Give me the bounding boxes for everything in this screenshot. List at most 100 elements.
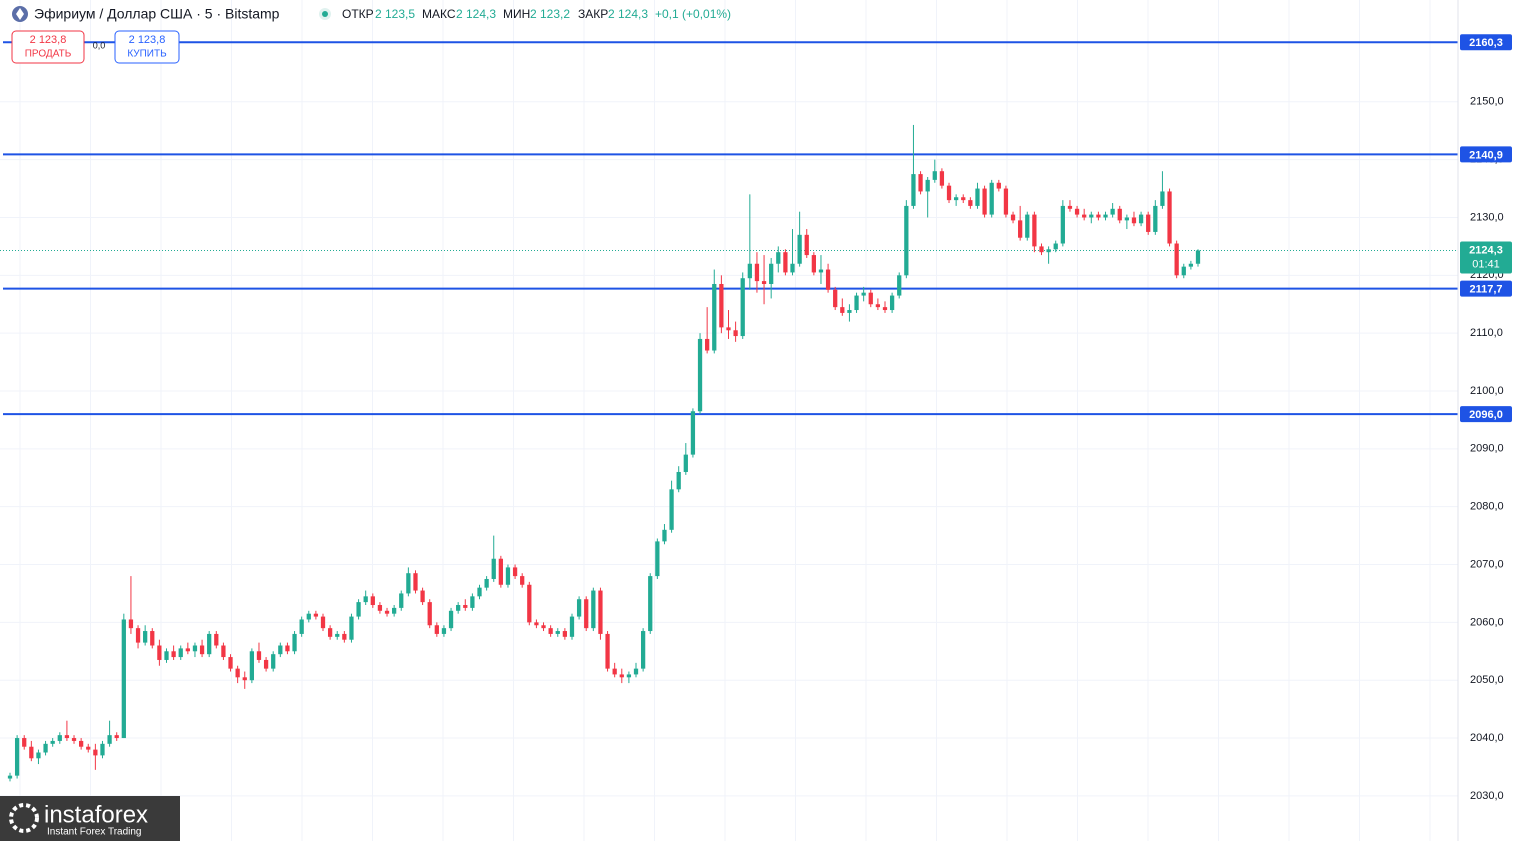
candle-body xyxy=(619,674,624,678)
candle-body xyxy=(747,263,752,279)
candle-body xyxy=(726,327,731,331)
candle-body xyxy=(712,283,717,351)
y-tick-label: 2060,0 xyxy=(1470,616,1504,628)
candle-body xyxy=(854,295,859,311)
candle-body xyxy=(93,749,98,756)
y-tick-label: 2040,0 xyxy=(1470,732,1504,744)
candle-body xyxy=(150,631,155,646)
candle-body xyxy=(505,567,511,585)
candle-body xyxy=(463,605,468,608)
candle-body xyxy=(370,596,375,606)
candle-body xyxy=(1160,191,1165,206)
candle-body xyxy=(320,616,326,629)
candle-body xyxy=(626,674,632,678)
candle-body xyxy=(1167,191,1172,244)
candle-body xyxy=(278,645,283,655)
candle-body xyxy=(811,255,816,273)
candle-body xyxy=(420,590,425,603)
candle-body xyxy=(143,631,148,643)
candle-body xyxy=(761,281,767,284)
candle-body xyxy=(477,587,482,597)
y-tick-label: 2030,0 xyxy=(1470,790,1504,802)
candle-body xyxy=(100,743,105,756)
close-label: ЗАКР xyxy=(578,7,608,21)
candle-body xyxy=(648,576,653,632)
candle-body xyxy=(242,677,247,681)
y-tick-label: 2150,0 xyxy=(1470,96,1504,108)
candle-body xyxy=(1096,214,1101,218)
candle-body xyxy=(384,610,390,614)
candle-body xyxy=(982,188,987,215)
candle-body xyxy=(427,602,432,626)
candle-body xyxy=(470,596,475,608)
level-label: 2096,0 xyxy=(1469,409,1503,421)
candle-body xyxy=(1146,214,1151,232)
status-dot xyxy=(322,11,328,17)
candle-body xyxy=(640,631,646,669)
low-value: 2 123,2 xyxy=(530,7,570,21)
buy-button[interactable] xyxy=(114,30,180,64)
sell-button[interactable] xyxy=(11,30,85,64)
candle-body xyxy=(932,171,937,180)
countdown: 01:41 xyxy=(1472,258,1500,270)
buy-price: 2 123,8 xyxy=(129,34,166,46)
candle-body xyxy=(868,292,873,305)
candle-body xyxy=(512,567,518,577)
close-value: 2 124,3 xyxy=(608,7,648,21)
candle-body xyxy=(207,633,212,655)
candle-body xyxy=(448,610,454,629)
candle-body xyxy=(1032,214,1037,247)
spread: 0,0 xyxy=(93,40,106,50)
candle-body xyxy=(306,613,311,620)
candle-body xyxy=(121,619,126,739)
candle-body xyxy=(441,628,447,634)
candle-body xyxy=(363,596,368,603)
candle-body xyxy=(562,631,568,637)
y-tick-label: 2080,0 xyxy=(1470,501,1504,513)
candle-body xyxy=(1082,214,1087,218)
candle-body xyxy=(690,411,696,455)
candle-body xyxy=(36,752,41,759)
candle-body xyxy=(342,633,347,640)
last-price-box xyxy=(1460,241,1512,274)
candle-body xyxy=(1138,214,1144,224)
candle-body xyxy=(612,668,617,675)
candle-body xyxy=(719,283,724,328)
candle-body xyxy=(754,263,760,282)
candle-body xyxy=(491,558,496,579)
candle-body xyxy=(299,619,304,634)
candle-body xyxy=(1053,243,1058,250)
change-value: +0,1 (+0,01%) xyxy=(655,7,731,21)
candle-body xyxy=(192,645,198,652)
candle-body xyxy=(925,179,930,192)
candle-body xyxy=(221,645,226,658)
candle-body xyxy=(740,278,745,337)
candle-body xyxy=(1153,205,1158,232)
candle-body xyxy=(847,310,852,313)
price-axis: 2030,0 2040,0 2050,0 2060,0 2070,0 2080,0 2090… xyxy=(1457,0,1512,841)
candle-body xyxy=(1046,249,1051,253)
candle-body xyxy=(235,668,240,678)
candle-body xyxy=(911,174,916,206)
candle-body xyxy=(484,578,489,588)
candle-body xyxy=(584,599,589,629)
candle-body xyxy=(676,471,681,490)
candle-body xyxy=(392,607,397,614)
candle-body xyxy=(256,651,262,660)
candle-body xyxy=(825,269,831,290)
candle-body xyxy=(576,599,582,617)
symbol-icon-glyph xyxy=(16,8,24,20)
candle-body xyxy=(1117,208,1122,221)
candle-body xyxy=(996,182,1001,189)
candle-body xyxy=(776,252,781,264)
high-label: МАКС xyxy=(422,7,456,21)
candle-body xyxy=(882,307,888,311)
candle-body xyxy=(1131,217,1137,224)
chart-title: Эфириум / Доллар США · 5 · Bitstamp xyxy=(34,6,280,22)
candle-body xyxy=(598,590,603,634)
candle-body xyxy=(64,735,70,739)
logo-tagline: Instant Forex Trading xyxy=(47,827,142,838)
sell-price: 2 123,8 xyxy=(30,34,67,46)
candle-body xyxy=(683,454,688,472)
candle-body xyxy=(1025,214,1030,238)
